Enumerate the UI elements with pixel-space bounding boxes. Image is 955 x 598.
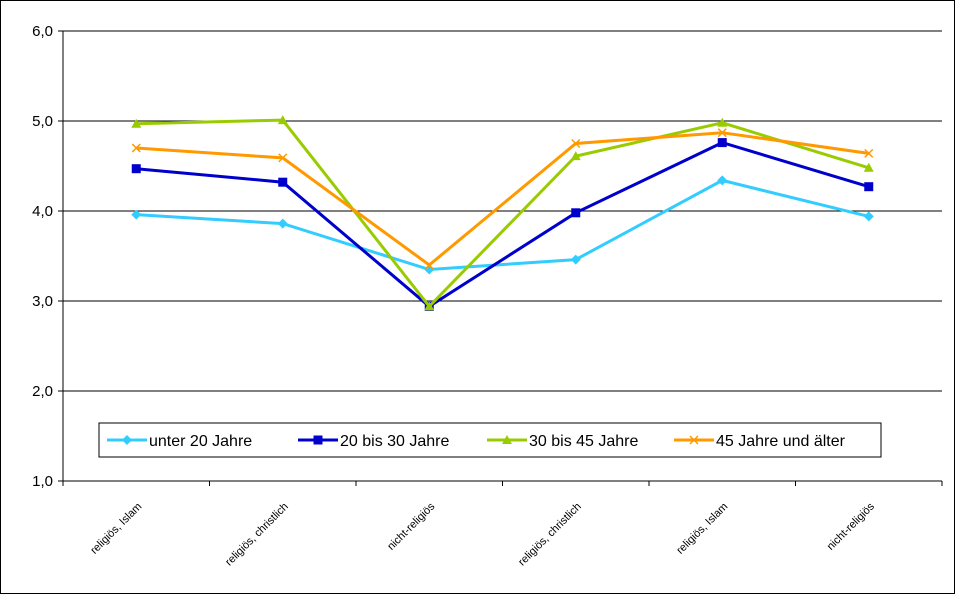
- data-point: [717, 117, 728, 127]
- data-point: [277, 115, 288, 125]
- legend: unter 20 Jahre 20 bis 30 Jahre 30 bis 45 J…: [98, 422, 882, 458]
- marker-stroke: [131, 143, 141, 153]
- data-point: [570, 151, 581, 161]
- legend-swatch-marker: [122, 435, 132, 445]
- y-tick-label: 1,0: [32, 473, 53, 490]
- series-line: [136, 118, 870, 309]
- x-tick-label: religiös, Islam: [88, 501, 144, 557]
- data-point: [863, 162, 874, 172]
- data-point: [571, 208, 581, 218]
- marker-stroke: [571, 138, 581, 149]
- legend-label: 20 bis 30 Jahre: [340, 433, 450, 450]
- data-point: [131, 118, 142, 128]
- data-point: [864, 148, 874, 158]
- data-point: [570, 254, 581, 265]
- data-point: [131, 164, 141, 174]
- legend-label: unter 20 Jahre: [149, 433, 252, 450]
- marker-stroke: [424, 260, 434, 270]
- data-point: [864, 182, 874, 192]
- legend-label: 45 Jahre und älter: [716, 433, 846, 450]
- series-line: [136, 178, 870, 272]
- legend-swatch-marker: [502, 435, 512, 444]
- data-point: [424, 260, 434, 270]
- marker-stroke: [717, 128, 727, 138]
- data-point: [278, 177, 288, 187]
- data-point: [278, 153, 288, 163]
- x-tick-label: religiös, christlich: [516, 501, 584, 569]
- y-tick-label: 4,0: [32, 203, 53, 220]
- marker-stroke: [689, 435, 699, 445]
- x-tick-label: nicht-religiös: [385, 500, 437, 552]
- y-tick-label: 5,0: [32, 113, 53, 130]
- plot-area: 1,0 2,0 3,0 4,0 5,0 6,0 religiös, Islam religiö…: [32, 23, 943, 569]
- series-line: [136, 140, 870, 309]
- x-tick-label: nicht-religiös: [825, 500, 877, 552]
- legend-swatch-marker: [313, 435, 323, 445]
- series-line: [136, 131, 869, 267]
- legend-label: 30 bis 45 Jahre: [529, 433, 639, 450]
- legend-swatch-marker: [689, 435, 699, 445]
- y-tick-label: 6,0: [32, 23, 53, 40]
- y-tick-label: 3,0: [32, 293, 53, 310]
- x-tick-label: religiös, Islam: [674, 501, 730, 557]
- data-point: [571, 138, 581, 149]
- data-point: [717, 175, 728, 186]
- data-point: [277, 218, 288, 229]
- x-tick-label: religiös, christlich: [223, 501, 291, 569]
- data-point: [717, 128, 727, 138]
- data-point: [863, 211, 874, 222]
- data-point: [424, 301, 435, 311]
- data-point: [131, 209, 142, 220]
- y-tick-label: 2,0: [32, 383, 53, 400]
- data-point: [717, 138, 727, 148]
- marker-stroke: [864, 148, 874, 158]
- marker-stroke: [278, 153, 288, 163]
- data-point: [131, 143, 141, 153]
